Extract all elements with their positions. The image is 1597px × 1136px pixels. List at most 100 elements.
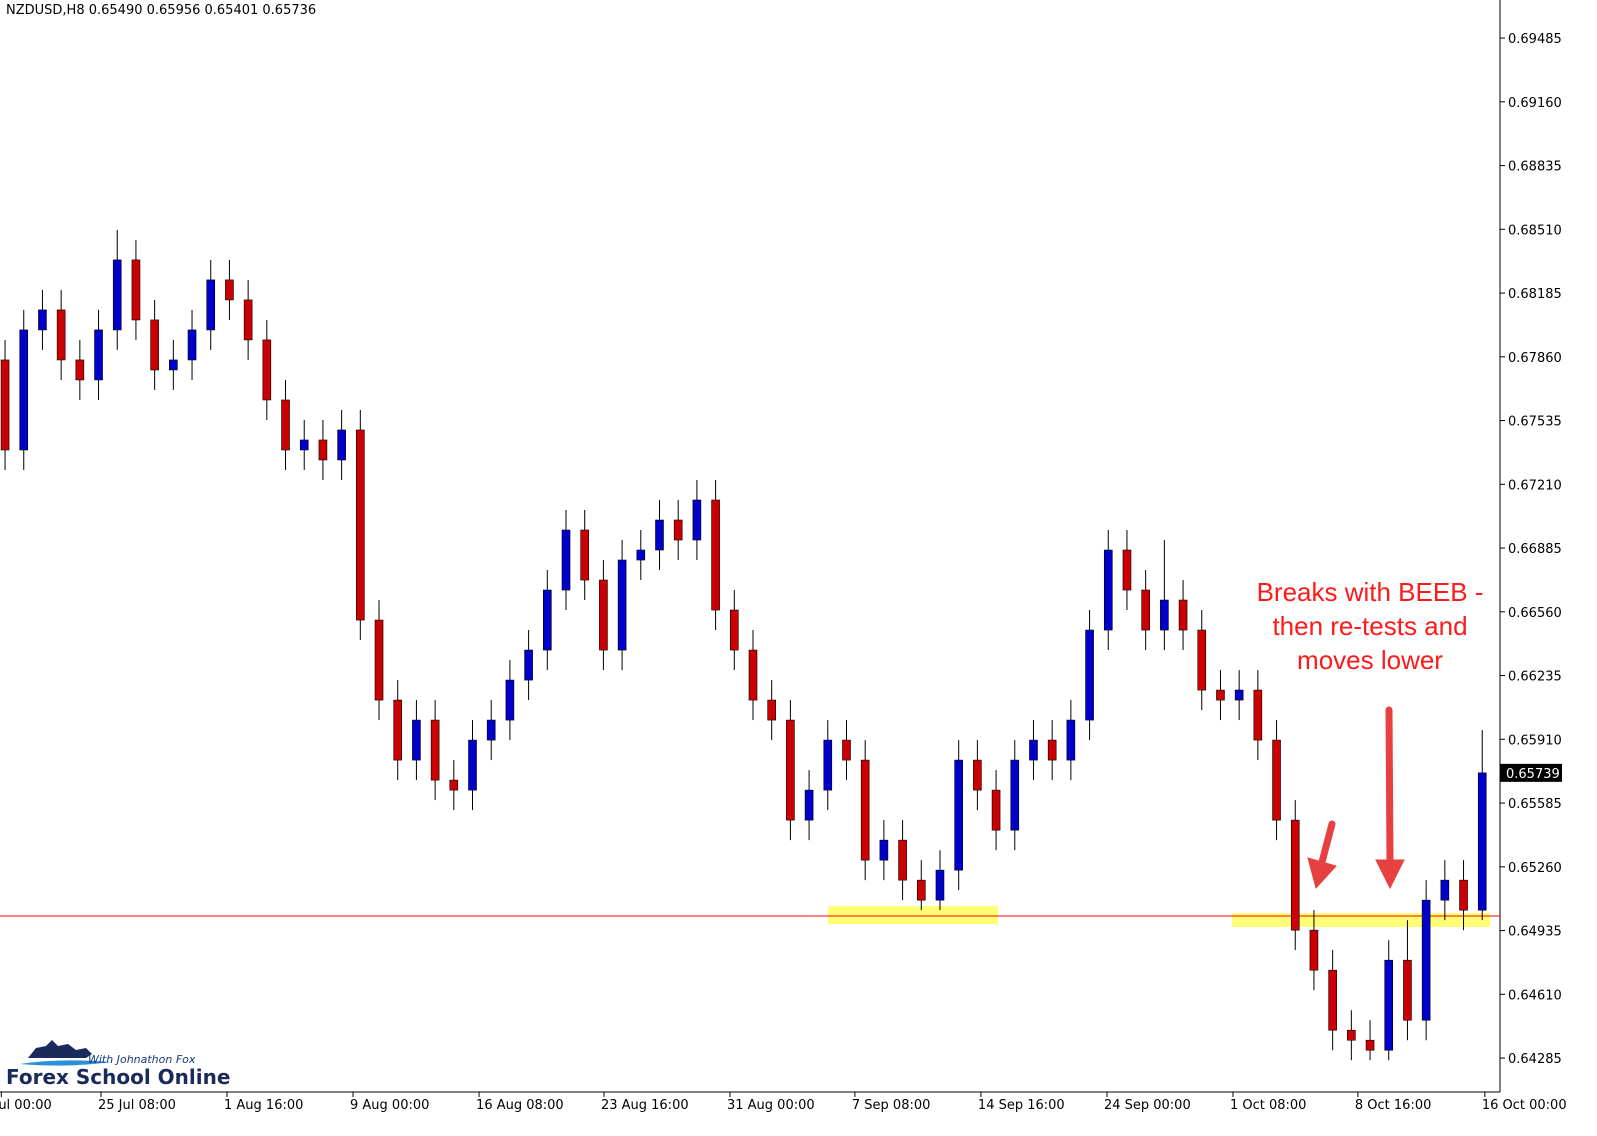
- y-tick-label: 0.69160: [1508, 96, 1562, 111]
- candle-body: [561, 529, 571, 591]
- candle-body: [673, 519, 683, 541]
- logo-tagline: With Johnathon Fox: [88, 1053, 196, 1066]
- candle-body: [1178, 599, 1188, 631]
- candle-body: [1029, 739, 1038, 761]
- x-tick-label: 9 Aug 00:00: [350, 1098, 429, 1113]
- chart-title: NZDUSD,H8 0.65490 0.65956 0.65401 0.6573…: [6, 3, 316, 18]
- candle-body: [1066, 719, 1076, 761]
- candle-body: [1122, 549, 1132, 591]
- candle-body: [281, 399, 290, 451]
- candle-body: [243, 299, 253, 341]
- y-tick-label: 0.68835: [1508, 160, 1562, 175]
- candle-body: [729, 609, 739, 651]
- candle-body: [150, 319, 159, 371]
- candle-body: [692, 499, 702, 541]
- candle-body: [655, 519, 664, 551]
- price-label-box: [1500, 763, 1562, 782]
- candle-body: [767, 699, 776, 721]
- candle-body: [580, 529, 590, 581]
- candle-body: [823, 739, 833, 791]
- candle-body: [1403, 959, 1412, 1021]
- y-tick-label: 0.66235: [1508, 670, 1562, 685]
- candle-body: [468, 739, 477, 791]
- candle-body: [1290, 819, 1300, 931]
- logo-brand: Forex School Online: [6, 1065, 230, 1089]
- zone-highlight: [1232, 913, 1490, 927]
- candle-body: [954, 759, 963, 871]
- x-tick-label: 1 Oct 08:00: [1230, 1098, 1306, 1113]
- candle-body: [879, 839, 889, 861]
- candle-body: [449, 779, 459, 791]
- x-tick-label: 7 Sep 08:00: [852, 1098, 931, 1113]
- candle-body: [1459, 879, 1468, 911]
- x-tick-label: 24 Sep 00:00: [1104, 1098, 1191, 1113]
- annotation: Breaks with BEEB -: [1257, 577, 1484, 607]
- y-tick-label: 0.67210: [1508, 478, 1562, 493]
- y-tick-label: 0.64610: [1508, 988, 1562, 1003]
- y-tick-label: 0.64935: [1508, 925, 1562, 940]
- candle-body: [543, 589, 552, 651]
- candle-body: [1421, 899, 1431, 1021]
- candle-body: [19, 329, 29, 451]
- y-tick-label: 0.67860: [1508, 351, 1562, 366]
- candle-body: [1234, 689, 1244, 701]
- x-tick-label: 25 Jul 08:00: [98, 1098, 176, 1113]
- y-tick-label: 0.65260: [1508, 861, 1562, 876]
- candle-body: [206, 279, 216, 331]
- candle-body: [337, 429, 346, 461]
- candle-body: [0, 359, 10, 451]
- y-tick-label: 0.69485: [1508, 32, 1562, 47]
- annotation: moves lower: [1297, 645, 1443, 675]
- x-tick-label: 1 Aug 16:00: [224, 1098, 303, 1113]
- candle-body: [1477, 772, 1487, 911]
- candle-body: [1365, 1039, 1375, 1051]
- y-tick-label: 0.66885: [1508, 542, 1562, 557]
- x-tick-label: 16 Aug 08:00: [476, 1098, 564, 1113]
- y-tick-label: 0.68185: [1508, 287, 1562, 302]
- x-tick-label: 31 Aug 00:00: [727, 1098, 815, 1113]
- candle-body: [56, 309, 66, 361]
- candle-body: [1085, 629, 1094, 721]
- x-tick-label: 16 Oct 00:00: [1482, 1098, 1567, 1113]
- candle-body: [1047, 739, 1057, 761]
- candle-body: [75, 359, 85, 381]
- arrow: [1307, 820, 1337, 890]
- logo: With Johnathon Fox Forex School Online: [6, 1040, 230, 1089]
- candle-body: [1272, 739, 1281, 821]
- candle-body: [225, 279, 234, 301]
- candle-body: [935, 869, 945, 901]
- candle-body: [1253, 689, 1263, 741]
- candle-body: [1103, 549, 1113, 631]
- candle-body: [262, 339, 272, 401]
- candle-body: [505, 679, 515, 721]
- candle-body: [1347, 1029, 1356, 1041]
- candle-body: [898, 839, 907, 881]
- candle-body: [842, 739, 851, 761]
- candle-body: [169, 359, 178, 371]
- arrow: [1375, 706, 1405, 890]
- candle-body: [38, 309, 47, 331]
- candle-body: [860, 759, 870, 861]
- x-tick-label: 8 Oct 16:00: [1355, 1098, 1431, 1113]
- candle-body: [430, 719, 440, 781]
- candle-body: [1141, 589, 1150, 631]
- candle-body: [374, 619, 384, 701]
- candle-body: [916, 879, 926, 901]
- y-tick-label: 0.68510: [1508, 223, 1562, 238]
- candle-body: [1216, 689, 1225, 701]
- y-tick-label: 0.67535: [1508, 415, 1562, 430]
- candle-body: [1309, 929, 1319, 971]
- candle-body: [412, 719, 421, 761]
- candle-body: [1328, 969, 1337, 1031]
- candle-body: [1197, 629, 1207, 691]
- x-tick-label: 14 Sep 16:00: [978, 1098, 1065, 1113]
- candle-body: [112, 259, 122, 331]
- candle-body: [187, 329, 197, 361]
- candle-body: [299, 439, 309, 451]
- candle-body: [786, 719, 795, 821]
- zone-highlight: [828, 906, 998, 924]
- candle-body: [94, 329, 103, 381]
- x-tick-label: 23 Aug 16:00: [601, 1098, 689, 1113]
- candle-body: [318, 439, 328, 461]
